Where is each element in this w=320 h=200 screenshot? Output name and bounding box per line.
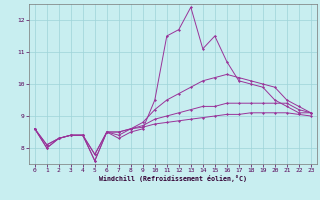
X-axis label: Windchill (Refroidissement éolien,°C): Windchill (Refroidissement éolien,°C) (99, 175, 247, 182)
